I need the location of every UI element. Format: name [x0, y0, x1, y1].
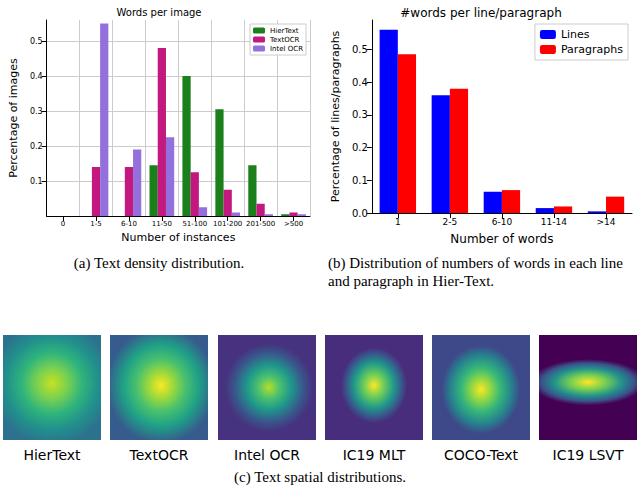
svg-text:0.5: 0.5 [30, 37, 43, 46]
svg-text:#words per line/paragraph: #words per line/paragraph [400, 6, 561, 20]
html-text:Intel OCR: Intel OCR [234, 447, 300, 463]
html-text:IC19 MLT: IC19 MLT [342, 447, 406, 463]
svg-text:6-10: 6-10 [492, 217, 513, 227]
svg-text:1-5: 1-5 [90, 220, 101, 228]
svg-text:51-100: 51-100 [182, 220, 207, 228]
svg-text:0.1: 0.1 [30, 177, 43, 186]
svg-text:Percentage of lines/paragraphs: Percentage of lines/paragraphs [329, 30, 342, 202]
svg-text:2-5: 2-5 [443, 217, 458, 227]
svg-text:0.5: 0.5 [352, 44, 368, 55]
svg-text:>500: >500 [284, 220, 303, 228]
svg-text:101-200: 101-200 [213, 220, 242, 228]
html-text:(c) Text spatial distributions: (c) Text spatial distributions. [234, 469, 406, 485]
html-text:IC19 LSVT: IC19 LSVT [552, 447, 624, 463]
svg-text:HierText: HierText [270, 27, 299, 35]
svg-text:0.3: 0.3 [30, 107, 43, 116]
svg-text:Paragraphs: Paragraphs [561, 43, 623, 56]
svg-text:201-500: 201-500 [246, 220, 275, 228]
svg-text:Intel OCR: Intel OCR [270, 45, 303, 53]
svg-text:0: 0 [61, 220, 65, 228]
svg-text:0.1: 0.1 [352, 175, 368, 186]
svg-text:0.0: 0.0 [352, 208, 368, 219]
svg-text:Percentage of images: Percentage of images [7, 58, 20, 178]
svg-text:11-50: 11-50 [152, 220, 172, 228]
svg-text:0.3: 0.3 [352, 109, 368, 120]
svg-text:0.2: 0.2 [352, 142, 368, 153]
html-text:(b) Distribution of numbers of: (b) Distribution of numbers of words in … [328, 255, 623, 289]
svg-text:1: 1 [395, 217, 401, 227]
svg-text:6-10: 6-10 [121, 220, 137, 228]
svg-text:11-14: 11-14 [541, 217, 567, 227]
svg-text:0.4: 0.4 [30, 72, 43, 81]
svg-text:Words per image: Words per image [116, 7, 201, 18]
svg-text:Number of instances: Number of instances [121, 231, 235, 244]
svg-text:Lines: Lines [561, 28, 590, 41]
svg-text:TextOCR: TextOCR [269, 36, 300, 44]
svg-text:>14: >14 [596, 217, 615, 227]
html-text:COCO-Text: COCO-Text [444, 447, 518, 463]
html-text:TextOCR: TextOCR [129, 447, 189, 463]
svg-text:0.2: 0.2 [30, 142, 43, 151]
svg-text:0.4: 0.4 [352, 77, 368, 88]
html-text:(a) Text density distribution.: (a) Text density distribution. [73, 255, 245, 271]
svg-text:Number of words: Number of words [450, 232, 553, 246]
html-text:HierText: HierText [23, 447, 81, 463]
